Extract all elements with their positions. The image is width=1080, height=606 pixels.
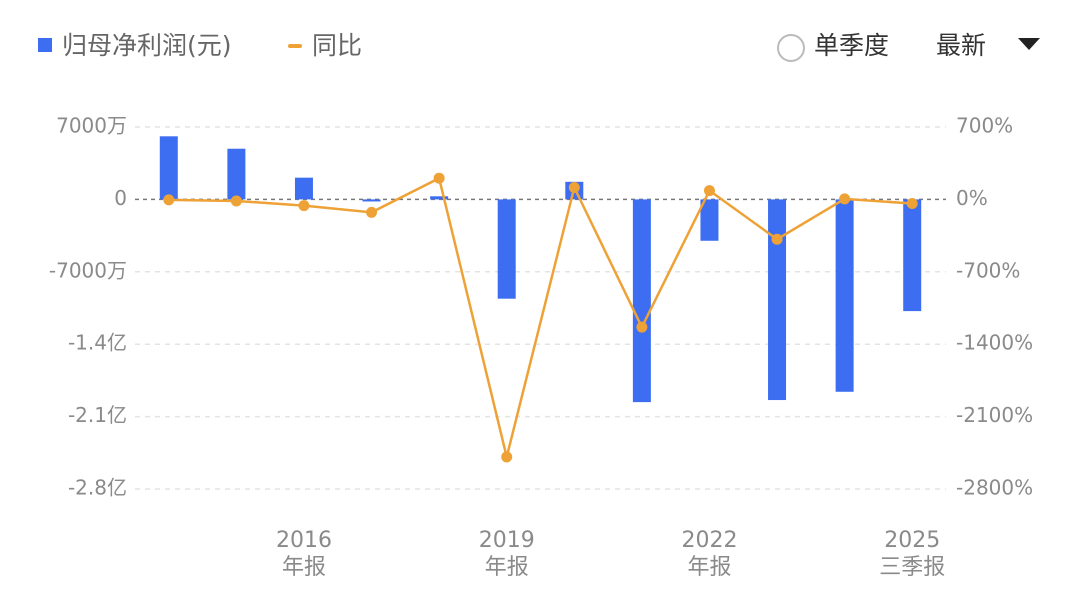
point	[433, 172, 445, 184]
x-tick-label: 2019	[479, 528, 535, 553]
x-tick-label: 年报	[485, 555, 529, 580]
y-tick-label: 0	[114, 186, 127, 210]
x-tick-label: 年报	[282, 555, 326, 580]
dropdown-arrow[interactable]	[1018, 38, 1040, 50]
period-select[interactable]: 最新	[936, 31, 986, 60]
bar	[227, 148, 246, 200]
mode-toggle[interactable]: 单季度	[814, 31, 889, 60]
bar	[159, 136, 178, 200]
x-tick-label: 2016	[276, 528, 332, 553]
x-tick-label: 2025	[884, 528, 940, 553]
bar	[294, 177, 313, 200]
legend-swatch-line	[288, 44, 302, 48]
point	[839, 193, 851, 205]
point	[163, 194, 175, 206]
y2-tick-label: -2800%	[956, 476, 1033, 500]
y-tick-label: -2.1亿	[68, 403, 127, 427]
y2-tick-label: -2100%	[956, 403, 1033, 427]
point	[568, 182, 580, 194]
point	[703, 185, 715, 197]
x-tick-label: 2022	[681, 528, 737, 553]
bar	[835, 199, 854, 392]
bar	[903, 199, 922, 312]
point	[366, 206, 378, 218]
bar	[430, 196, 449, 200]
y-tick-label: -1.4亿	[68, 331, 127, 355]
point	[501, 451, 513, 463]
y-tick-label: 7000万	[56, 114, 127, 138]
legend-bar: 归母净利润(元)	[62, 31, 232, 60]
x-tick-label: 年报	[687, 555, 731, 580]
bar	[362, 199, 381, 202]
y2-tick-label: -1400%	[956, 331, 1033, 355]
y2-tick-label: -700%	[956, 258, 1020, 282]
bar	[700, 199, 719, 241]
x-tick-label: 三季报	[879, 555, 945, 580]
line	[168, 176, 913, 458]
point	[230, 195, 242, 207]
radio[interactable]	[777, 34, 805, 62]
point	[298, 200, 310, 212]
y2-tick-label: 0%	[956, 186, 988, 210]
point	[771, 233, 783, 245]
bar	[497, 199, 516, 299]
point	[636, 321, 648, 333]
legend-swatch-bar	[38, 38, 52, 52]
y-tick-label: -7000万	[49, 258, 127, 282]
point	[906, 198, 918, 210]
y2-tick-label: 700%	[956, 114, 1013, 138]
y-tick-label: -2.8亿	[68, 476, 127, 500]
bar	[768, 199, 787, 401]
bar	[632, 199, 651, 403]
legend-line: 同比	[312, 31, 362, 60]
